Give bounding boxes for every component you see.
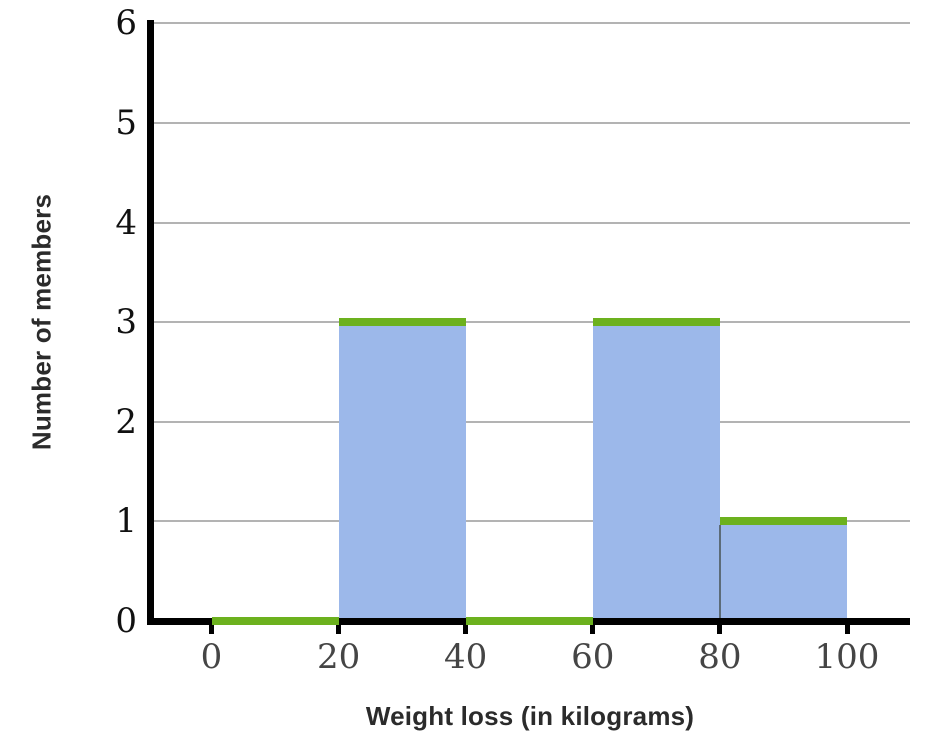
x-tick-label: 80 — [698, 637, 742, 677]
histogram-bar — [592, 326, 720, 618]
x-axis-tick — [590, 625, 596, 634]
gridline — [154, 22, 910, 25]
gridline — [154, 520, 910, 523]
x-axis-tick — [717, 625, 723, 634]
bar-top-stroke — [465, 617, 593, 625]
bar-top-stroke — [592, 318, 720, 327]
y-tick-label: 2 — [115, 401, 137, 442]
x-axis-tick — [336, 625, 342, 634]
x-axis-tick — [463, 625, 469, 634]
y-tick-label: 5 — [115, 103, 137, 143]
y-axis-title: Number of members — [26, 193, 57, 451]
gridline — [154, 122, 910, 124]
x-axis-tick — [209, 625, 214, 634]
y-tick-label: 6 — [115, 3, 137, 44]
x-tick-label: 40 — [444, 637, 488, 677]
bar-top-stroke — [338, 318, 466, 327]
x-tick-label: 0 — [200, 637, 223, 677]
gridline — [154, 321, 910, 324]
histogram-bar — [719, 525, 847, 618]
bar-top-stroke — [211, 617, 339, 625]
x-axis-tick — [844, 625, 850, 634]
x-tick-label: 60 — [571, 637, 615, 677]
y-tick-label: 1 — [115, 501, 137, 542]
x-tick-label: 100 — [814, 637, 880, 677]
y-axis-line — [147, 20, 154, 625]
x-tick-label: 20 — [316, 637, 361, 677]
gridline — [154, 221, 910, 224]
histogram-bar — [338, 326, 466, 618]
y-tick-label: 0 — [115, 601, 137, 641]
y-tick-label: 4 — [115, 202, 137, 243]
bar-divider-line — [718, 525, 721, 618]
y-tick-label: 3 — [115, 302, 137, 343]
x-axis-title: Weight loss (in kilograms) — [365, 701, 695, 731]
bar-top-stroke — [719, 517, 847, 526]
gridline — [154, 420, 910, 423]
